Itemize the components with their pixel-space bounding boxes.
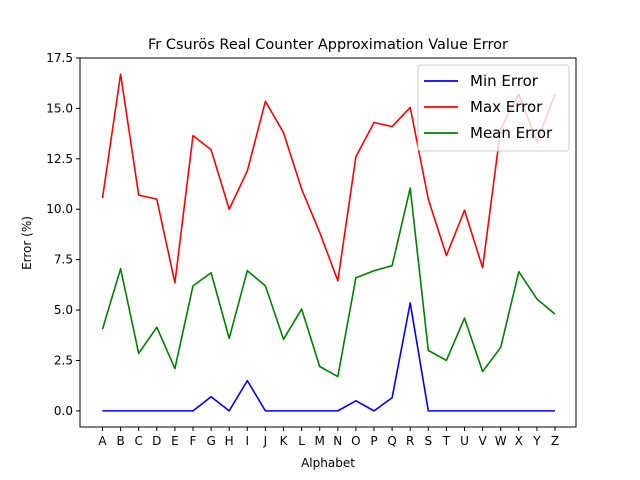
plot-frame (79, 57, 577, 428)
y-tick-label: 15.0 (46, 101, 73, 115)
legend-label-mean-error: Mean Error (470, 124, 553, 142)
y-tick-label: 2.5 (54, 353, 73, 367)
x-tick-label: I (246, 434, 250, 448)
x-axis-label: Alphabet (301, 456, 355, 470)
x-tick-label: S (424, 434, 432, 448)
x-tick-label: G (206, 434, 215, 448)
legend-box (417, 64, 570, 152)
x-tick-label: M (315, 434, 325, 448)
x-tick-label: Z (551, 434, 559, 448)
y-axis-label: Error (%) (20, 216, 34, 270)
y-tick-label: 5.0 (54, 303, 73, 317)
legend: Min Error Max Error Mean Error (417, 64, 570, 152)
series-layer (101, 73, 556, 412)
x-tick-label: T (442, 434, 451, 448)
x-tick-label: V (478, 434, 487, 448)
y-axis: 0.0 2.5 5.0 7.5 10.0 12.5 15.0 17.5 (46, 51, 80, 418)
chart-title: Fr Csurös Real Counter Approximation Val… (148, 37, 508, 53)
x-tick-label: B (116, 434, 124, 448)
series-line-min-error (102, 302, 555, 412)
x-tick-label: X (515, 434, 523, 448)
x-tick-label: O (351, 434, 360, 448)
y-tick-label: 12.5 (46, 152, 73, 166)
y-tick-label: 10.0 (46, 202, 73, 216)
x-tick-label: U (460, 434, 469, 448)
y-tick-label: 7.5 (54, 253, 73, 267)
x-tick-label: Y (532, 434, 541, 448)
legend-label-max-error: Max Error (470, 98, 543, 116)
series-line-mean-error (101, 187, 556, 378)
x-tick-label: C (135, 434, 143, 448)
x-tick-label: F (190, 434, 197, 448)
x-tick-label: L (298, 434, 305, 448)
x-tick-label: H (225, 434, 234, 448)
y-tick-label: 17.5 (46, 51, 73, 65)
x-tick-label: E (171, 434, 179, 448)
x-tick-label: N (333, 434, 342, 448)
legend-label-min-error: Min Error (470, 72, 539, 90)
x-tick-label: K (280, 434, 289, 448)
x-tick-label: Q (387, 434, 396, 448)
x-tick-label: W (495, 434, 507, 448)
x-tick-label: D (152, 434, 161, 448)
x-tick-label: P (370, 434, 377, 448)
y-tick-label: 0.0 (54, 404, 73, 418)
x-tick-label: R (406, 434, 414, 448)
x-tick-label: A (98, 434, 107, 448)
x-tick-label: J (263, 434, 268, 448)
series-line-max-error (101, 73, 556, 284)
